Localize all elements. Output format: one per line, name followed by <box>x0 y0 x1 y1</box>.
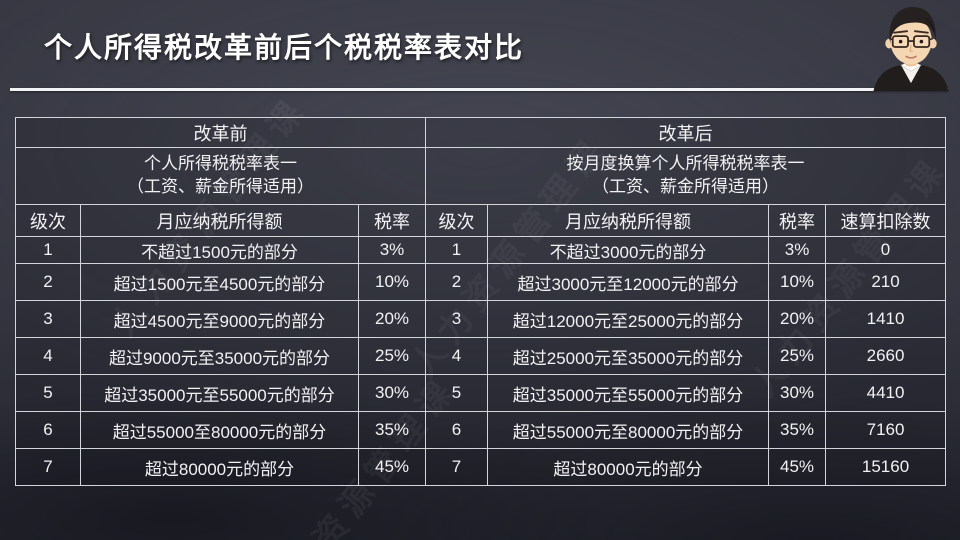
before-income-column-header: 月应纳税所得额 <box>80 204 359 237</box>
tax-rate-comparison-table: 改革前 改革后 个人所得税税率表一 （工资、薪金所得适用） 按月度换算个人所得税… <box>14 117 947 486</box>
table-row: 3 超过4500元至9000元的部分 20% 3 超过12000元至25000元… <box>15 300 947 338</box>
deduction-cell: 4410 <box>825 374 947 412</box>
before-subtitle-line1: 个人所得税税率表一 <box>144 154 298 174</box>
after-subtitle-line2: （工资、薪金所得适用） <box>592 177 780 196</box>
income-cell: 超过4500元至9000元的部分 <box>80 300 359 338</box>
level-cell: 3 <box>15 300 81 338</box>
level-cell: 2 <box>15 263 81 301</box>
table-row: 6 超过55000至80000元的部分 35% 6 超过55000元至80000… <box>15 411 947 449</box>
after-reform-subtitle: 按月度换算个人所得税税率表一 （工资、薪金所得适用） <box>425 147 947 205</box>
table-row: 1 不超过1500元的部分 3% 1 不超过3000元的部分 3% 0 <box>15 236 947 264</box>
rate-cell: 30% <box>357 374 427 412</box>
level-cell: 5 <box>425 374 489 412</box>
income-cell: 超过3000元至12000元的部分 <box>487 263 770 301</box>
income-cell: 超过35000元至55000元的部分 <box>487 374 770 412</box>
rate-cell: 20% <box>768 300 827 338</box>
after-reform-header: 改革后 <box>425 117 947 148</box>
before-subtitle-line2: （工资、薪金所得适用） <box>127 177 315 196</box>
after-level-column-header: 级次 <box>425 204 489 237</box>
level-cell: 4 <box>425 337 489 375</box>
table-row: 7 超过80000元的部分 45% 7 超过80000元的部分 45% 1516… <box>15 448 947 486</box>
before-reform-header: 改革前 <box>14 117 427 148</box>
income-cell: 超过55000元至80000元的部分 <box>487 411 770 449</box>
income-cell: 不超过1500元的部分 <box>80 236 359 264</box>
rate-cell: 45% <box>768 448 827 486</box>
column-header-row: 级次 月应纳税所得额 税率 级次 月应纳税所得额 税率 速算扣除数 <box>15 204 947 237</box>
after-rate-column-header: 税率 <box>768 204 827 237</box>
rate-cell: 10% <box>357 263 427 301</box>
rate-cell: 3% <box>768 236 827 264</box>
after-income-column-header: 月应纳税所得额 <box>487 204 770 237</box>
level-cell: 3 <box>425 300 489 338</box>
table-row: 5 超过35000元至55000元的部分 30% 5 超过35000元至5500… <box>15 374 947 412</box>
income-cell: 超过1500元至4500元的部分 <box>80 263 359 301</box>
before-level-column-header: 级次 <box>15 204 81 237</box>
rate-cell: 20% <box>357 300 427 338</box>
rate-cell: 30% <box>768 374 827 412</box>
deduction-cell: 7160 <box>825 411 947 449</box>
table-header-row: 改革前 改革后 <box>14 117 947 148</box>
before-rate-column-header: 税率 <box>357 204 427 237</box>
level-cell: 1 <box>425 236 489 264</box>
rate-cell: 35% <box>357 411 427 449</box>
level-cell: 5 <box>15 374 81 412</box>
income-cell: 超过12000元至25000元的部分 <box>487 300 770 338</box>
income-cell: 超过35000元至55000元的部分 <box>80 374 359 412</box>
after-subtitle-line1: 按月度换算个人所得税税率表一 <box>566 154 805 174</box>
after-deduction-column-header: 速算扣除数 <box>825 204 947 237</box>
deduction-cell: 2660 <box>825 337 947 375</box>
deduction-cell: 210 <box>825 263 947 301</box>
table-row: 2 超过1500元至4500元的部分 10% 2 超过3000元至12000元的… <box>15 263 947 301</box>
income-cell: 超过80000元的部分 <box>487 448 770 486</box>
slide-title: 个人所得税改革前后个税税率表对比 <box>44 32 525 63</box>
presenter-avatar-icon <box>873 6 949 91</box>
deduction-cell: 1410 <box>825 300 947 338</box>
level-cell: 7 <box>15 448 81 486</box>
level-cell: 2 <box>425 263 489 301</box>
table-subtitle-row: 个人所得税税率表一 （工资、薪金所得适用） 按月度换算个人所得税税率表一 （工资… <box>14 147 947 205</box>
level-cell: 7 <box>425 448 489 486</box>
level-cell: 1 <box>15 236 81 264</box>
title-underline <box>10 88 948 91</box>
rate-cell: 3% <box>357 236 427 264</box>
table-row: 4 超过9000元至35000元的部分 25% 4 超过25000元至35000… <box>15 337 947 375</box>
rate-cell: 10% <box>768 263 827 301</box>
income-cell: 超过9000元至35000元的部分 <box>80 337 359 375</box>
rate-cell: 45% <box>357 448 427 486</box>
deduction-cell: 0 <box>825 236 947 264</box>
rate-cell: 25% <box>357 337 427 375</box>
level-cell: 6 <box>425 411 489 449</box>
rate-cell: 25% <box>768 337 827 375</box>
level-cell: 4 <box>15 337 81 375</box>
before-reform-subtitle: 个人所得税税率表一 （工资、薪金所得适用） <box>14 147 427 205</box>
level-cell: 6 <box>15 411 81 449</box>
income-cell: 超过80000元的部分 <box>80 448 359 486</box>
deduction-cell: 15160 <box>825 448 947 486</box>
income-cell: 超过25000元至35000元的部分 <box>487 337 770 375</box>
income-cell: 不超过3000元的部分 <box>487 236 770 264</box>
rate-cell: 35% <box>768 411 827 449</box>
income-cell: 超过55000至80000元的部分 <box>80 411 359 449</box>
